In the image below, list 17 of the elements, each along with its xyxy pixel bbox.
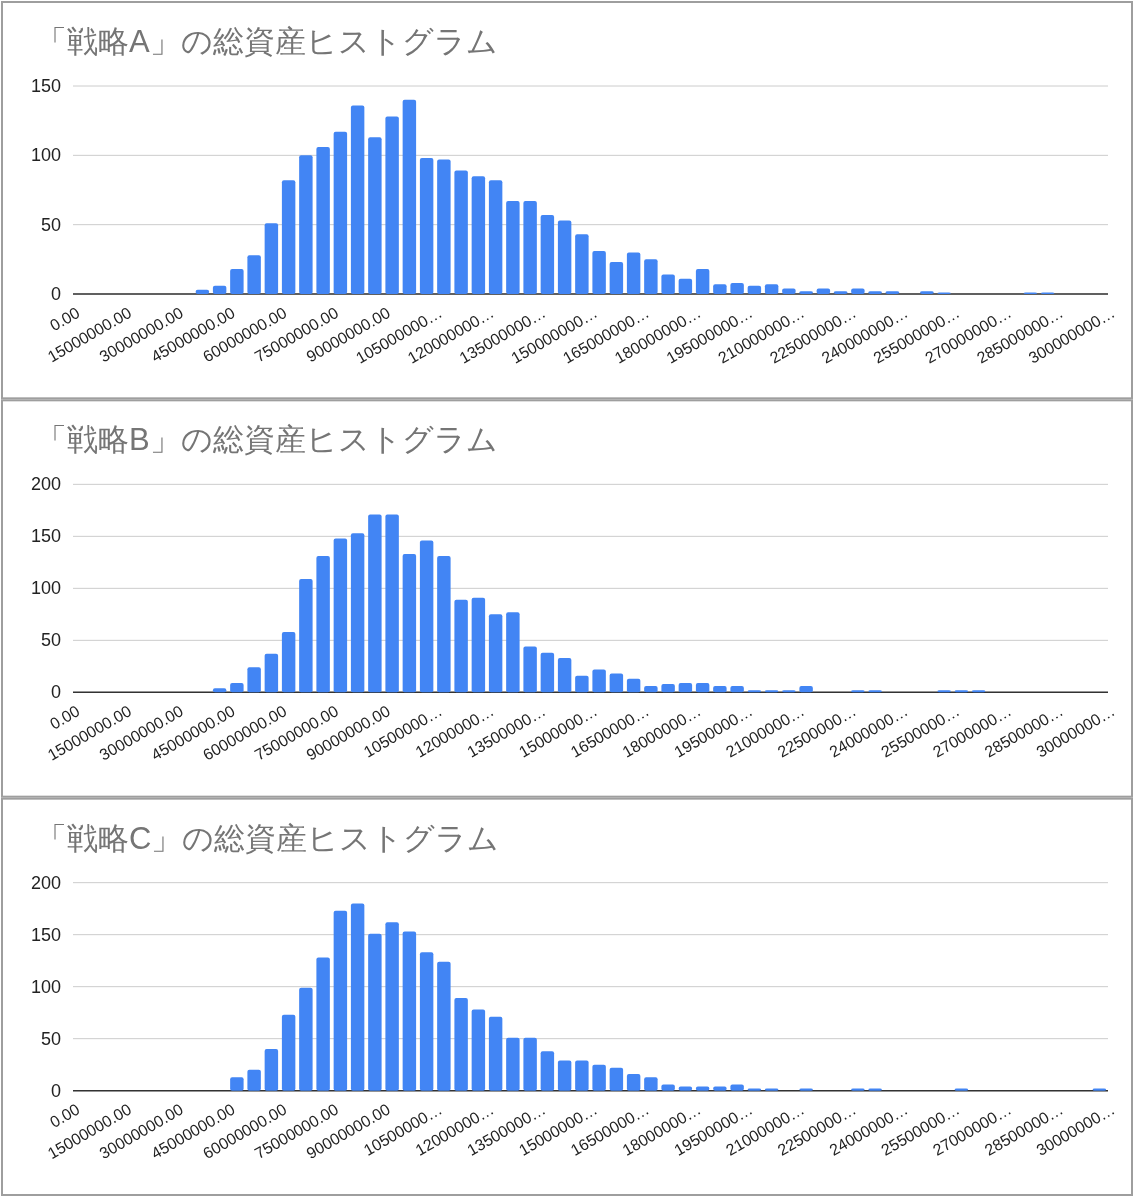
y-tick-label: 50 <box>40 1028 61 1049</box>
y-tick-label: 150 <box>30 924 61 945</box>
y-tick-label: 0 <box>50 682 61 703</box>
y-tick-label: 150 <box>30 526 61 547</box>
y-tick-label: 150 <box>30 76 61 96</box>
y-tick-label: 100 <box>30 976 61 997</box>
y-tick-label: 0 <box>50 1080 61 1101</box>
chart-title: 「戦略B」の総資産ヒストグラム <box>36 422 498 458</box>
y-tick-label: 0 <box>50 284 61 304</box>
y-tick-label: 100 <box>30 145 61 166</box>
y-tick-label: 200 <box>30 474 61 495</box>
chart-title: 「戦略A」の総資産ヒストグラム <box>36 24 498 59</box>
y-tick-label: 200 <box>30 872 61 893</box>
y-tick-label: 50 <box>40 214 61 235</box>
chart-title: 「戦略C」の総資産ヒストグラム <box>36 820 500 856</box>
y-tick-label: 100 <box>30 578 61 599</box>
y-tick-label: 50 <box>40 630 61 651</box>
